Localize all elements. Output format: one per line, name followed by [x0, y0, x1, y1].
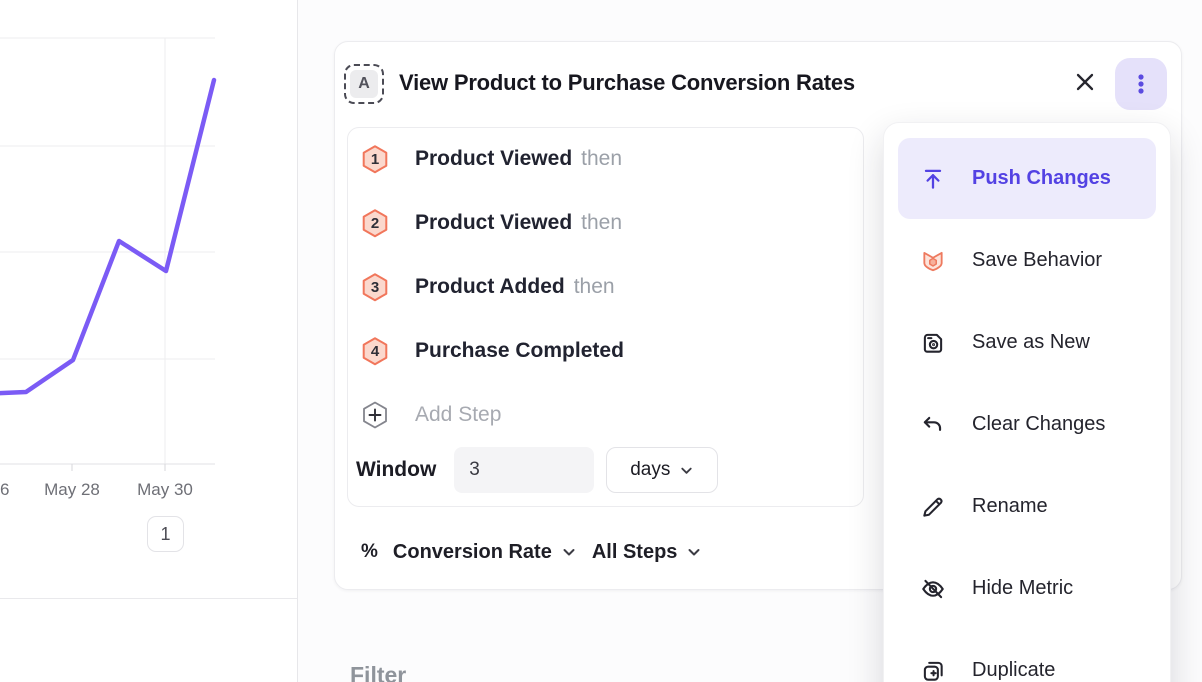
metric-type-row: % Conversion Rate All Steps: [361, 537, 702, 567]
window-label: Window: [356, 458, 437, 481]
chevron-down-icon: [686, 544, 702, 560]
step-number-badge: 3: [360, 272, 390, 302]
horizontal-divider: [0, 598, 297, 599]
step-connector: then: [581, 211, 623, 234]
step-event-name: Product Viewed: [415, 211, 573, 234]
menu-item-push-changes[interactable]: Push Changes: [898, 138, 1156, 219]
funnel-step-1[interactable]: 1 Product Viewed then: [348, 143, 863, 175]
chart-panel: 6 May 28 May 30 1: [0, 0, 297, 682]
window-unit-dropdown[interactable]: days: [606, 447, 719, 493]
funnel-step-2[interactable]: 2 Product Viewed then: [348, 207, 863, 239]
step-connector: then: [573, 275, 615, 298]
pencil-icon: [920, 494, 946, 520]
step-event-name: Purchase Completed: [415, 339, 624, 362]
step-number-badge: 4: [360, 336, 390, 366]
x-axis-tick-label: May 30: [137, 480, 193, 499]
eye-off-icon: [920, 576, 946, 602]
metric-badge-label: A: [350, 70, 378, 98]
window-value-input[interactable]: [454, 447, 595, 493]
save-behavior-icon: [920, 248, 946, 274]
step-event-name: Product Viewed: [415, 147, 573, 170]
step-number: 4: [370, 343, 380, 360]
step-number-badge: 2: [360, 208, 390, 238]
step-connector: then: [581, 147, 623, 170]
funnel-steps-box: 1 Product Viewed then 2 Product Viewed t…: [347, 127, 864, 507]
add-step-label: Add Step: [415, 403, 502, 426]
add-step-icon: [360, 400, 390, 430]
x-axis-tick-label: May 28: [44, 480, 100, 499]
metric-title: View Product to Purchase Conversion Rate…: [399, 70, 855, 95]
chevron-down-icon: [561, 544, 577, 560]
undo-icon: [920, 412, 946, 438]
funnel-step-4[interactable]: 4 Purchase Completed: [348, 335, 863, 367]
metric-type-value: Conversion Rate: [392, 540, 552, 563]
menu-item-save-as-new[interactable]: Save as New: [898, 302, 1156, 383]
push-icon: [920, 166, 946, 192]
step-number: 2: [370, 215, 380, 232]
menu-item-rename[interactable]: Rename: [898, 466, 1156, 547]
kebab-dots-icon: [1138, 74, 1144, 94]
percent-icon: %: [361, 541, 378, 562]
menu-item-hide-metric[interactable]: Hide Metric: [898, 548, 1156, 629]
window-unit-value: days: [630, 459, 671, 480]
save-as-new-icon: [920, 330, 946, 356]
vertical-divider: [297, 0, 298, 682]
context-menu: Push Changes Save Behavior: [883, 122, 1171, 682]
menu-item-save-behavior[interactable]: Save Behavior: [898, 220, 1156, 301]
metric-scope-dropdown[interactable]: All Steps: [592, 541, 703, 564]
funnel-step-3[interactable]: 3 Product Added then: [348, 271, 863, 303]
add-step-button[interactable]: Add Step: [348, 399, 863, 431]
x-axis-tick-label: 6: [0, 480, 10, 499]
metric-badge-a[interactable]: A: [344, 64, 384, 104]
menu-item-duplicate[interactable]: Duplicate: [898, 630, 1156, 682]
step-number-badge: 1: [360, 144, 390, 174]
step-event-name: Product Added: [415, 275, 565, 298]
conversion-line-chart: [0, 37, 217, 471]
pagination-page-button[interactable]: 1: [147, 516, 184, 552]
step-number: 1: [370, 151, 380, 168]
metric-scope-value: All Steps: [591, 540, 678, 563]
step-number: 3: [370, 279, 380, 296]
close-icon[interactable]: [1069, 66, 1101, 98]
metric-type-dropdown[interactable]: Conversion Rate: [393, 541, 577, 564]
menu-item-clear-changes[interactable]: Clear Changes: [898, 384, 1156, 465]
conversion-window-row: Window days: [348, 447, 863, 493]
kebab-menu-button[interactable]: [1115, 58, 1167, 110]
filter-section-heading: Filter: [350, 662, 407, 682]
chevron-down-icon: [679, 463, 694, 478]
duplicate-icon: [920, 658, 946, 682]
metric-editor-pane: A View Product to Purchase Conversion Ra…: [298, 0, 1202, 682]
